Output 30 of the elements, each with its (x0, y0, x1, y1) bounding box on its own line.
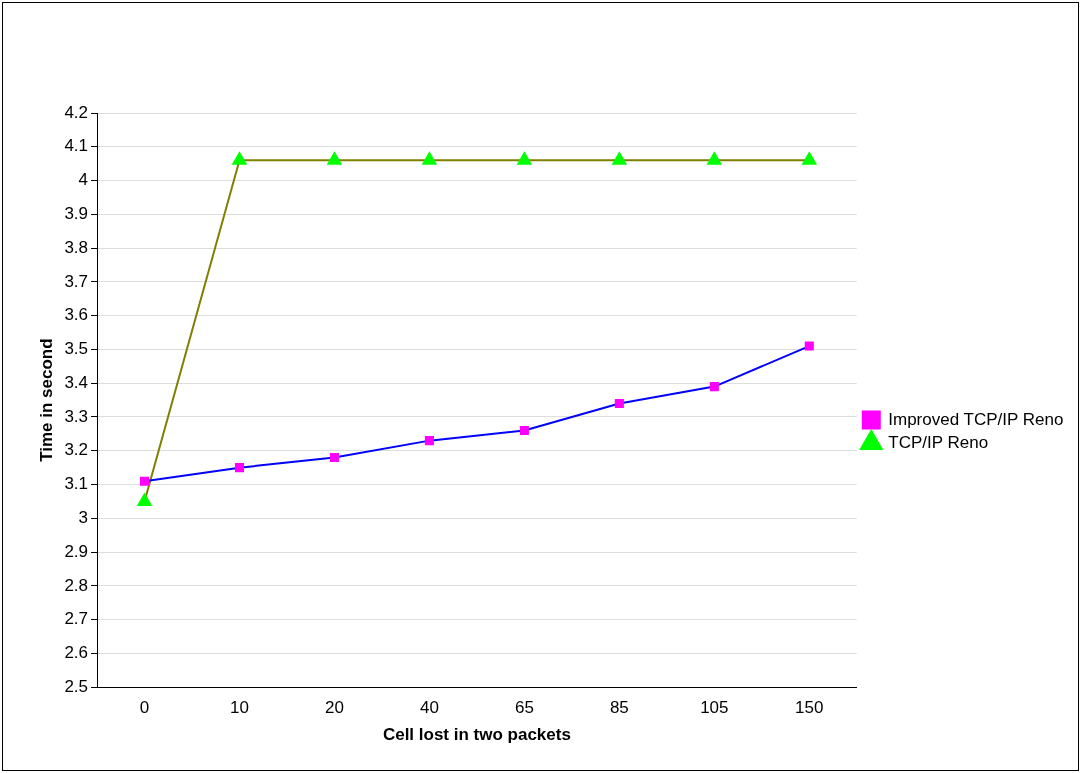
x-tick-label: 40 (419, 698, 439, 718)
legend-label: TCP/IP Reno (888, 432, 989, 452)
y-axis-title: Time in second (36, 338, 56, 462)
x-tick-label: 105 (700, 698, 729, 718)
legend-label: Improved TCP/IP Reno (888, 409, 1064, 429)
y-tick-label: 2.9 (64, 541, 89, 561)
y-tick-label: 3.8 (64, 237, 89, 257)
y-tick-label: 3.6 (64, 305, 89, 325)
y-tick-label: 3.9 (64, 204, 89, 224)
y-tick-label: 3.1 (64, 474, 89, 494)
y-tick-label: 2.8 (64, 575, 89, 595)
x-tick-label: 20 (324, 698, 344, 718)
y-tick-label: 4.1 (64, 136, 89, 156)
y-tick-label: 3 (78, 508, 89, 528)
x-axis-title: Cell lost in two packets (382, 725, 571, 745)
y-tick-label: 3.5 (64, 339, 89, 359)
x-tick-label: 65 (514, 698, 534, 718)
y-tick-label: 3.2 (64, 440, 89, 460)
y-tick-label: 2.7 (64, 609, 89, 629)
y-tick-label: 3.4 (64, 372, 89, 392)
y-tick-label: 3.3 (64, 406, 89, 426)
y-tick-label: 2.6 (64, 643, 89, 663)
x-tick-label: 10 (230, 698, 249, 718)
y-tick-label: 2.5 (64, 676, 89, 696)
x-tick-label: 150 (795, 698, 824, 718)
y-tick-label: 3.7 (64, 271, 89, 291)
y-tick-label: 4.2 (64, 102, 89, 122)
y-tick-label: 4 (78, 170, 89, 190)
x-tick-label: 85 (609, 698, 629, 718)
x-tick-label: 0 (139, 698, 150, 718)
